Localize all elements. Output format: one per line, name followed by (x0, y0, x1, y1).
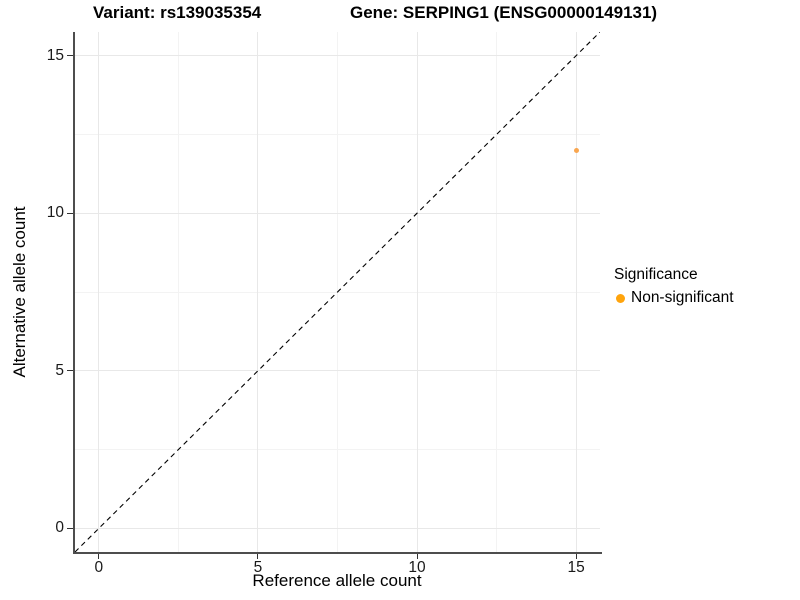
y-tick-label: 15 (46, 46, 64, 64)
data-point (573, 147, 579, 153)
legend-item-label: Non-significant (631, 289, 734, 306)
x-axis-title: Reference allele count (252, 571, 422, 590)
x-tick-label: 10 (408, 559, 426, 576)
identity-line (75, 32, 600, 552)
x-axis-line (73, 552, 602, 554)
y-axis-title: Alternative allele count (10, 206, 29, 378)
y-tick-mark (67, 55, 73, 57)
y-gridline-minor (75, 133, 600, 135)
y-tick-mark (67, 212, 73, 214)
x-tick-mark (575, 554, 577, 559)
y-tick-label: 10 (46, 204, 64, 222)
y-tick-mark (67, 370, 73, 372)
y-gridline-major (75, 55, 600, 57)
x-gridline-major (575, 32, 577, 552)
x-tick-mark (257, 554, 259, 559)
y-tick-label: 0 (55, 519, 64, 537)
legend: Significance Non-significant (614, 266, 734, 307)
plot-title-gene: Gene: SERPING1 (ENSG00000149131) (350, 3, 658, 22)
legend-title: Significance (614, 266, 698, 283)
x-gridline-major (98, 32, 100, 552)
legend-item-non-significant: Non-significant (614, 289, 734, 307)
plot-title-variant: Variant: rs139035354 (93, 3, 262, 22)
y-axis-line (73, 32, 75, 554)
x-tick-mark (98, 554, 100, 559)
x-tick-mark (416, 554, 418, 559)
x-tick-label: 0 (94, 559, 104, 576)
x-tick-label: 5 (253, 559, 263, 576)
x-tick-label: 15 (567, 559, 585, 576)
y-gridline-major (75, 527, 600, 529)
x-gridline-major (257, 32, 259, 552)
y-tick-label: 5 (55, 361, 64, 379)
y-gridline-minor (75, 449, 600, 451)
y-gridline-major (75, 370, 600, 372)
y-tick-mark (67, 527, 73, 529)
plot-panel (75, 32, 600, 552)
legend-marker-circle-icon (616, 293, 625, 303)
x-gridline-major (416, 32, 418, 552)
y-gridline-major (75, 212, 600, 214)
